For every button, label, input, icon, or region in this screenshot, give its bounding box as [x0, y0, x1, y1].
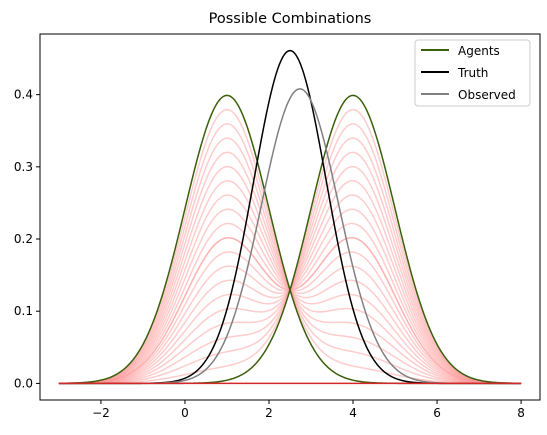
y-tick-label: 0.4: [14, 88, 33, 102]
y-tick-label: 0.1: [14, 304, 33, 318]
x-tick-label: −2: [92, 406, 110, 420]
chart-title: Possible Combinations: [209, 11, 372, 27]
y-tick-label: 0.3: [14, 160, 33, 174]
x-tick-label: 4: [349, 406, 357, 420]
x-tick-label: 8: [517, 406, 525, 420]
plot-area: [58, 49, 522, 385]
x-tick-label: 6: [433, 406, 441, 420]
axes-frame: [39, 33, 541, 401]
legend-label-observed: Observed: [458, 88, 516, 102]
y-tick-label: 0.0: [14, 376, 33, 390]
series-group: [58, 49, 522, 385]
x-tick-label: 0: [181, 406, 189, 420]
x-tick-label: 2: [265, 406, 273, 420]
legend-label-truth: Truth: [457, 66, 488, 80]
legend-box: [414, 39, 531, 107]
x-axis: −2 0 2 4 6 8: [92, 400, 525, 420]
y-tick-label: 0.2: [14, 232, 33, 246]
legend-label-agents: Agents: [458, 44, 500, 58]
y-axis: 0.0 0.1 0.2 0.3 0.4: [14, 88, 40, 390]
legend: Agents Truth Observed: [414, 39, 531, 107]
